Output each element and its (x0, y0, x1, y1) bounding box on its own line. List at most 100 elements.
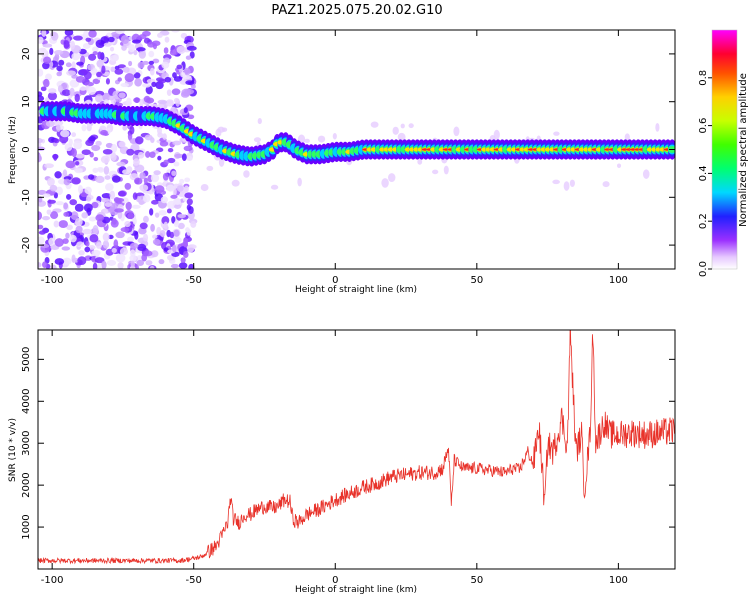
snr-series-line (38, 330, 675, 565)
noise-blob (64, 143, 73, 152)
noise-blob (152, 238, 161, 246)
noise-blob (88, 53, 97, 61)
noise-blob (110, 66, 116, 73)
noise-blob (162, 172, 169, 181)
snr-x-tick-label: -50 (186, 575, 202, 586)
noise-blob (124, 182, 132, 190)
noise-blob (64, 30, 74, 36)
noise-blob (157, 99, 168, 105)
noise-blob (178, 262, 188, 269)
noise-blob (569, 179, 575, 187)
noise-blob (56, 124, 61, 133)
noise-blob (109, 54, 119, 62)
noise-blob (162, 133, 167, 140)
noise-blob (71, 177, 81, 185)
noise-blob (75, 153, 85, 159)
snr-panel: -100 -50 0 50 100 1000 2000 3000 4000 5000 Height… (8, 329, 676, 595)
colorbar-gradient (712, 30, 737, 269)
noise-blob (417, 158, 423, 165)
noise-blob (77, 185, 84, 194)
noise-blob (115, 253, 126, 263)
noise-blob (171, 88, 181, 96)
snr-y-tick-label: 4000 (21, 389, 32, 414)
noise-blob (89, 234, 99, 243)
noise-blob (332, 132, 337, 140)
noise-blob (101, 197, 110, 203)
snr-x-axis-label: Height of straight line (km) (295, 585, 417, 595)
noise-blob (66, 193, 72, 200)
noise-blob (118, 92, 126, 99)
noise-blob (74, 93, 80, 103)
noise-blob (44, 163, 54, 169)
noise-blob (186, 204, 192, 211)
noise-blob (553, 131, 560, 136)
colorbar-tick-label: 0.6 (698, 118, 709, 134)
noise-blob (157, 155, 162, 161)
noise-blob (139, 184, 149, 192)
noise-blob (109, 46, 115, 52)
colorbar-frame (711, 29, 738, 270)
noise-blob (163, 247, 169, 252)
noise-blob (38, 68, 44, 77)
snr-x-tick-label: -100 (41, 575, 64, 586)
noise-blob (87, 86, 97, 95)
noise-blob (157, 32, 163, 38)
snr-frame (37, 329, 676, 570)
noise-blob (71, 254, 76, 263)
noise-blob (154, 185, 165, 194)
noise-blob (124, 220, 131, 228)
noise-blob (167, 147, 174, 153)
noise-blob (96, 59, 104, 68)
noise-blob (493, 129, 500, 140)
noise-blob (101, 260, 107, 269)
noise-blob (186, 45, 197, 51)
snr-y-axis-label: SNR (10 * v/v) (8, 418, 18, 482)
noise-blob (138, 200, 145, 206)
noise-blob (62, 169, 68, 177)
noise-blob (74, 217, 83, 226)
noise-blob (69, 87, 75, 97)
noise-blob (169, 231, 175, 239)
noise-blob (145, 151, 151, 158)
noise-blob (53, 220, 60, 228)
noise-blob (215, 128, 222, 137)
noise-blob (172, 72, 177, 79)
noise-blob (107, 36, 115, 43)
noise-blob (163, 221, 168, 230)
noise-blob (158, 79, 167, 84)
noise-blob (181, 153, 187, 162)
noise-blob (102, 208, 109, 214)
noise-blob (128, 44, 136, 53)
noise-blob (49, 47, 54, 56)
snr-x-tick-label: 0 (332, 575, 338, 586)
noise-blob (176, 64, 183, 70)
noise-blob (185, 227, 190, 233)
noise-blob (563, 181, 570, 191)
noise-blob (397, 132, 406, 142)
noise-blob (171, 244, 177, 253)
noise-blob (110, 152, 117, 161)
noise-blob (63, 202, 69, 210)
noise-blob (38, 224, 44, 230)
noise-blob (163, 47, 169, 54)
noise-blob (38, 138, 43, 144)
noise-blob (154, 212, 160, 218)
noise-blob (122, 66, 130, 73)
noise-blob (127, 212, 134, 220)
noise-blob (118, 141, 126, 148)
noise-blob (43, 56, 52, 64)
noise-blob (184, 185, 189, 193)
noise-blob (176, 45, 186, 54)
noise-blob (89, 151, 94, 158)
noise-blob (111, 143, 118, 153)
noise-blob (104, 202, 112, 207)
noise-blob (42, 261, 48, 268)
noise-blob (101, 92, 111, 102)
noise-blob (152, 58, 160, 64)
noise-blob (166, 208, 172, 214)
noise-blob (50, 264, 57, 269)
noise-blob (46, 177, 55, 187)
noise-blob (642, 169, 650, 179)
noise-blob (92, 262, 98, 269)
noise-blob (92, 167, 99, 173)
